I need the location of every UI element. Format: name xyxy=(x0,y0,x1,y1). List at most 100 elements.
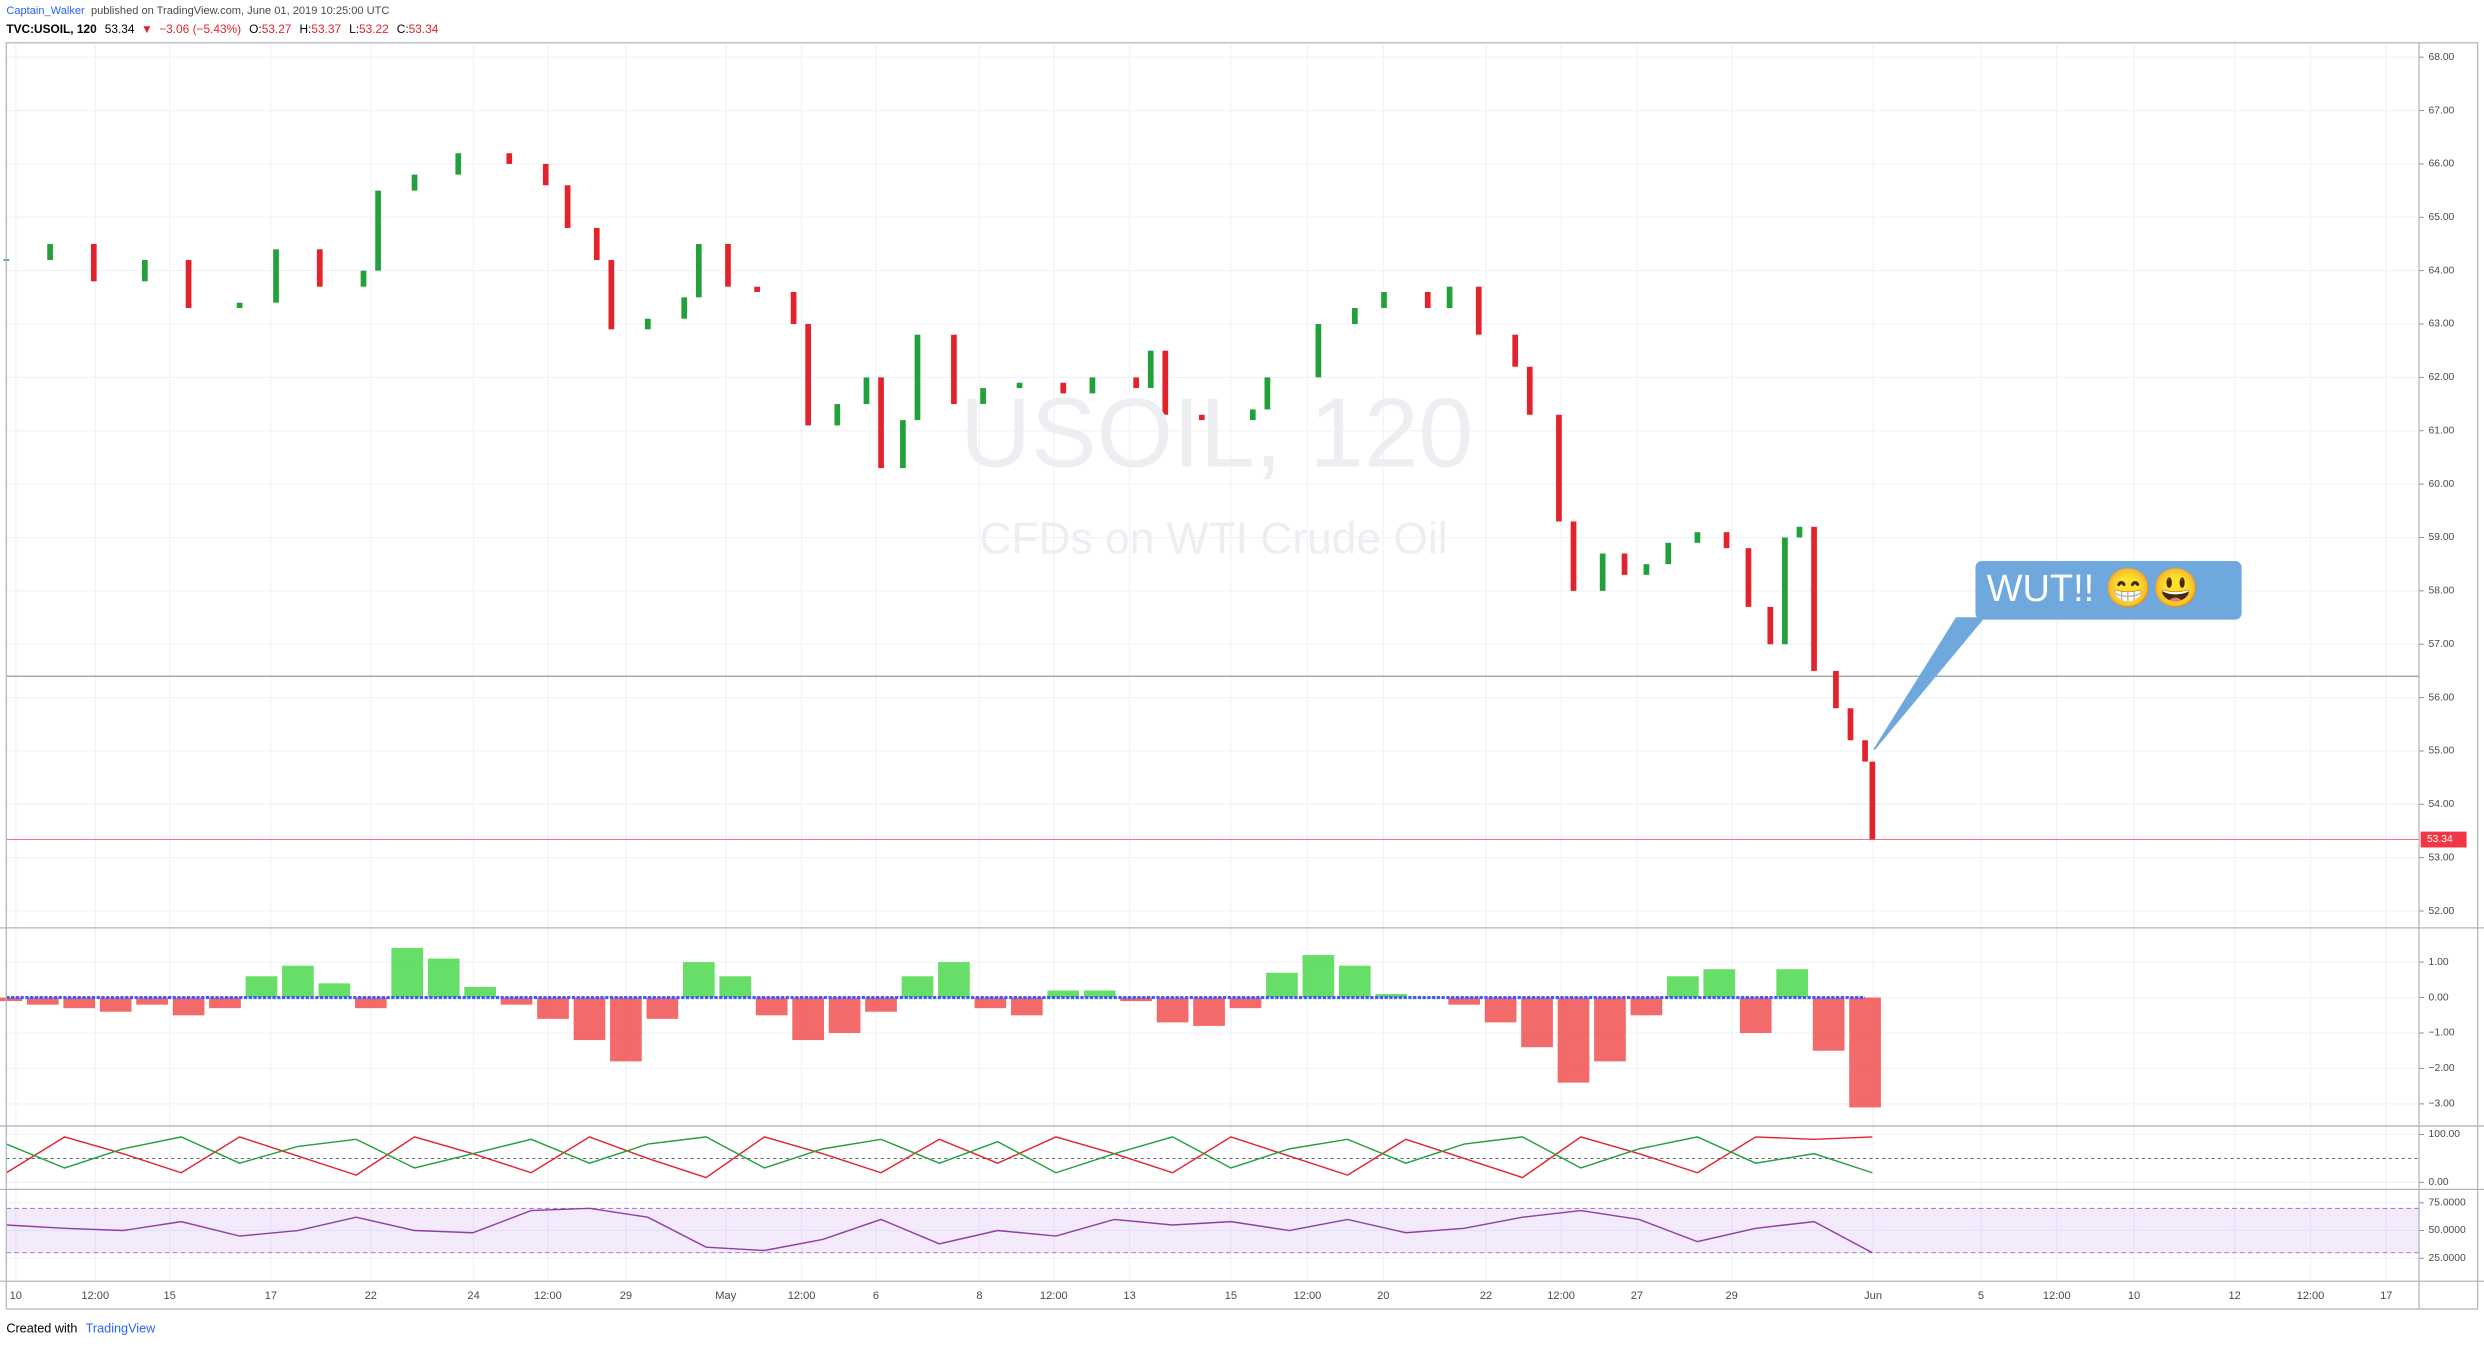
y-tick-label: 68.00 xyxy=(2429,52,2455,63)
panes: 10 12:00 15 17 22 24 12:00 29 May 12:00 6 8 12:00 13 1… xyxy=(0,42,2484,1310)
candle xyxy=(316,249,323,287)
ohlc-label: H: xyxy=(299,22,311,36)
x-tick-label: 17 xyxy=(265,1290,277,1302)
histogram-bar xyxy=(1484,997,1517,1023)
candle xyxy=(914,334,921,421)
y-tick-label: 66.00 xyxy=(2429,159,2455,170)
x-tick-label: 27 xyxy=(1631,1290,1643,1302)
ohlc-label: O: xyxy=(249,22,262,36)
author[interactable]: Captain_Walker xyxy=(6,5,85,17)
candle xyxy=(1424,292,1431,309)
x-tick-label: 29 xyxy=(620,1290,632,1302)
candle xyxy=(593,227,600,260)
change: −3.06 (−5.43%) xyxy=(159,22,241,36)
candle xyxy=(1869,761,1876,840)
candle xyxy=(1847,708,1854,741)
candle xyxy=(1198,414,1205,421)
y-tick-label: 64.00 xyxy=(2429,265,2455,276)
histogram-bar xyxy=(1083,990,1116,998)
x-tick-label: 29 xyxy=(1726,1290,1738,1302)
candle xyxy=(608,259,615,330)
last-price-label: 53.34 xyxy=(2427,834,2453,845)
footer-created: Created with xyxy=(6,1322,77,1336)
y-tick-label: 65.00 xyxy=(2429,212,2455,223)
candle xyxy=(273,249,279,303)
candle xyxy=(1089,377,1096,394)
x-tick-label: 12:00 xyxy=(788,1290,816,1302)
candle xyxy=(1446,286,1453,309)
candle xyxy=(1512,334,1519,367)
candle xyxy=(1570,521,1577,591)
candle xyxy=(1723,532,1730,549)
x-tick-label: 15 xyxy=(1225,1290,1237,1302)
x-tick-label: 12:00 xyxy=(1547,1290,1575,1302)
x-tick-label: 5 xyxy=(1978,1290,1984,1302)
candle xyxy=(90,243,97,282)
histogram-bar xyxy=(1448,997,1481,1005)
candle xyxy=(980,388,986,405)
y-tick-label: 75.0000 xyxy=(2429,1198,2466,1209)
y-tick-label: 54.00 xyxy=(2429,799,2455,810)
y-tick-label: 58.00 xyxy=(2429,586,2455,597)
candle xyxy=(1665,542,1672,565)
histogram-bar xyxy=(1594,997,1626,1062)
candle xyxy=(1264,377,1271,410)
y-tick-label: 0.00 xyxy=(2429,1177,2449,1188)
rsi-band xyxy=(6,1208,2420,1253)
histogram-bar xyxy=(464,986,496,998)
histogram-bar xyxy=(1266,972,1298,998)
line xyxy=(5,1136,1873,1179)
y-tick-label: 63.00 xyxy=(2429,319,2455,330)
candle xyxy=(375,190,381,271)
x-tick-label: 17 xyxy=(2380,1290,2392,1302)
histogram-bar xyxy=(1703,969,1736,998)
y-tick-label: 100.00 xyxy=(2429,1129,2461,1140)
candle xyxy=(1811,526,1817,671)
candle xyxy=(1556,414,1562,522)
candle xyxy=(1147,350,1154,389)
y-tick-label: 59.00 xyxy=(2429,532,2455,543)
change-arrow: ▼ xyxy=(141,22,153,36)
histogram-bar xyxy=(136,997,168,1005)
y-tick-label: −3.00 xyxy=(2429,1099,2455,1110)
y-tick-label: 0.00 xyxy=(2429,992,2449,1003)
y-tick-label: 1.00 xyxy=(2429,957,2449,968)
x-tick-label: 22 xyxy=(365,1290,377,1302)
candle xyxy=(695,243,702,298)
histogram-bar xyxy=(500,997,533,1005)
histogram-bar xyxy=(1776,969,1809,998)
header-line-2: TVC:USOIL, 120 53.34 ▼ −3.06 (−5.43%) O:… xyxy=(6,22,438,36)
candle xyxy=(1621,553,1628,575)
histogram-bar xyxy=(0,997,23,1002)
candle xyxy=(1694,532,1701,543)
candle xyxy=(1133,377,1140,389)
published: published on TradingView.com, June 01, 2… xyxy=(91,5,389,17)
histogram-bar xyxy=(209,997,241,1009)
y-tick-label: 55.00 xyxy=(2429,746,2455,757)
y-tick-label: 52.00 xyxy=(2429,906,2455,917)
candle xyxy=(863,377,870,405)
y-tick-label: 56.00 xyxy=(2429,692,2455,703)
x-tick-label: 12:00 xyxy=(534,1290,562,1302)
histogram-bar xyxy=(646,997,679,1019)
candle xyxy=(185,259,192,309)
footer-brand[interactable]: TradingView xyxy=(86,1322,156,1336)
ohlc-value: 53.34 xyxy=(409,22,439,36)
histogram-bar xyxy=(974,997,1007,1009)
candle xyxy=(1475,286,1482,335)
x-tick-label: May xyxy=(715,1290,736,1302)
candle xyxy=(1796,526,1803,538)
histogram-bar xyxy=(354,997,387,1009)
x-tick-label: 8 xyxy=(976,1290,982,1302)
x-tick-label: 13 xyxy=(1123,1290,1135,1302)
candle xyxy=(878,377,884,469)
candle xyxy=(805,324,811,426)
y-tick-label: 53.00 xyxy=(2429,852,2455,863)
candle xyxy=(1162,350,1169,415)
histogram-bar xyxy=(99,997,132,1012)
footer: Created with TradingView xyxy=(6,1322,156,1336)
histogram-bar xyxy=(172,997,205,1016)
histogram-bar xyxy=(610,997,642,1062)
callout xyxy=(1975,560,2242,620)
